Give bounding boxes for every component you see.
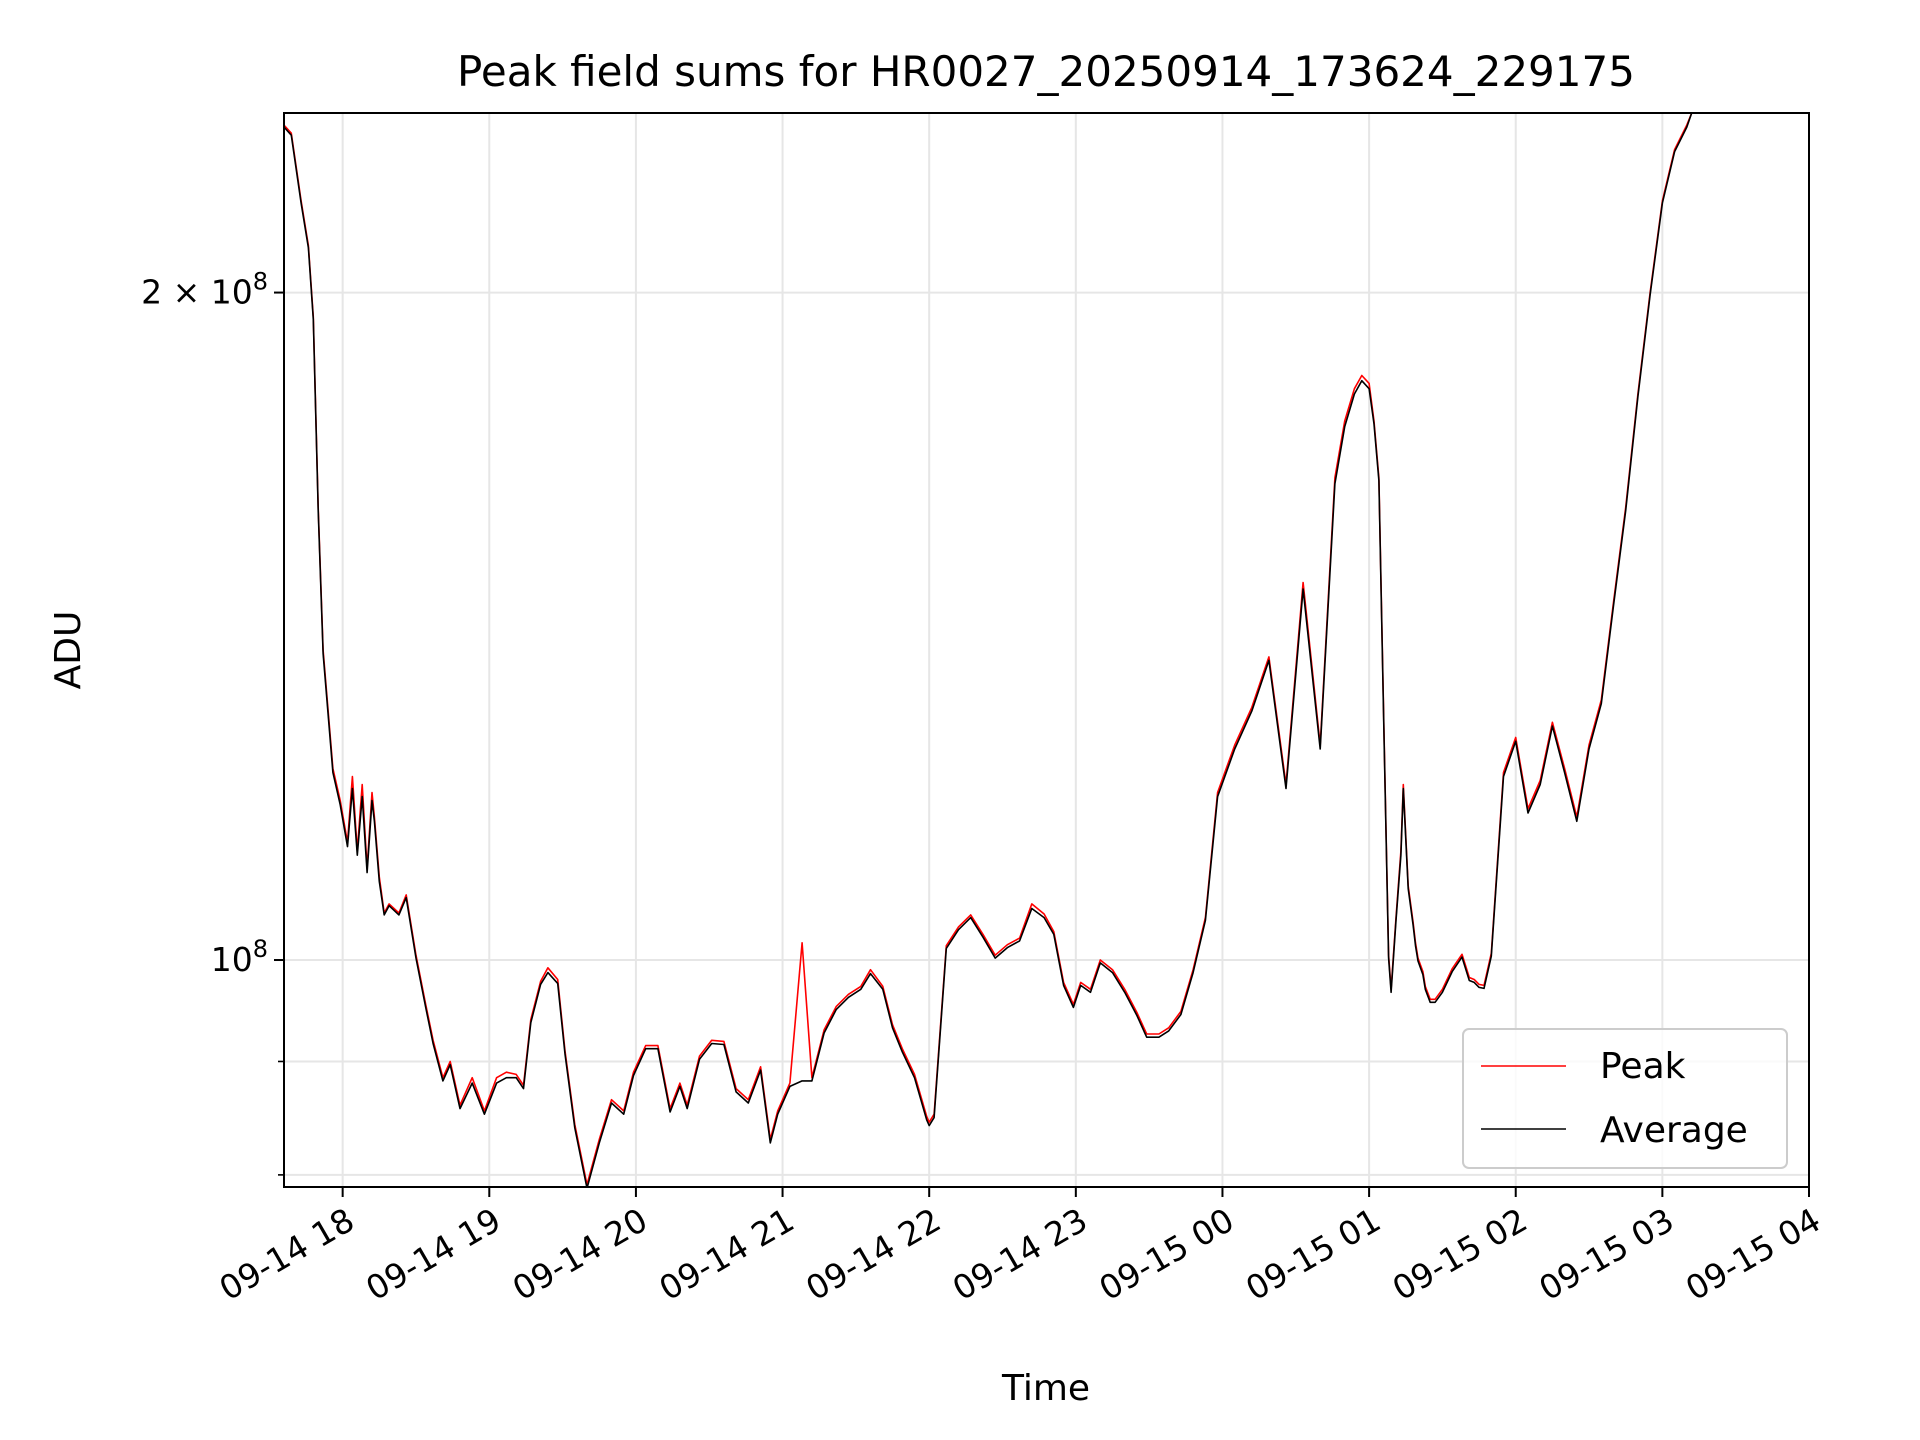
y-tick-label: 2 × 108 — [141, 268, 268, 312]
chart-title: Peak field sums for HR0027_20250914_1736… — [457, 47, 1635, 96]
y-tick-label: 108 — [211, 935, 268, 979]
legend-label-average: Average — [1600, 1110, 1748, 1151]
legend-label-peak: Peak — [1600, 1046, 1686, 1087]
x-axis-label: Time — [1001, 1368, 1090, 1409]
plot-lines — [284, 113, 1693, 1187]
y-axis: 108 2 × 108 — [141, 268, 284, 1176]
series-line-average — [284, 113, 1693, 1187]
y-axis-label: ADU — [48, 611, 89, 690]
legend: Peak Average — [1462, 1028, 1788, 1169]
legend-box — [1462, 1028, 1788, 1169]
series-line-peak — [284, 113, 1693, 1186]
plot-frame — [283, 112, 1810, 1188]
